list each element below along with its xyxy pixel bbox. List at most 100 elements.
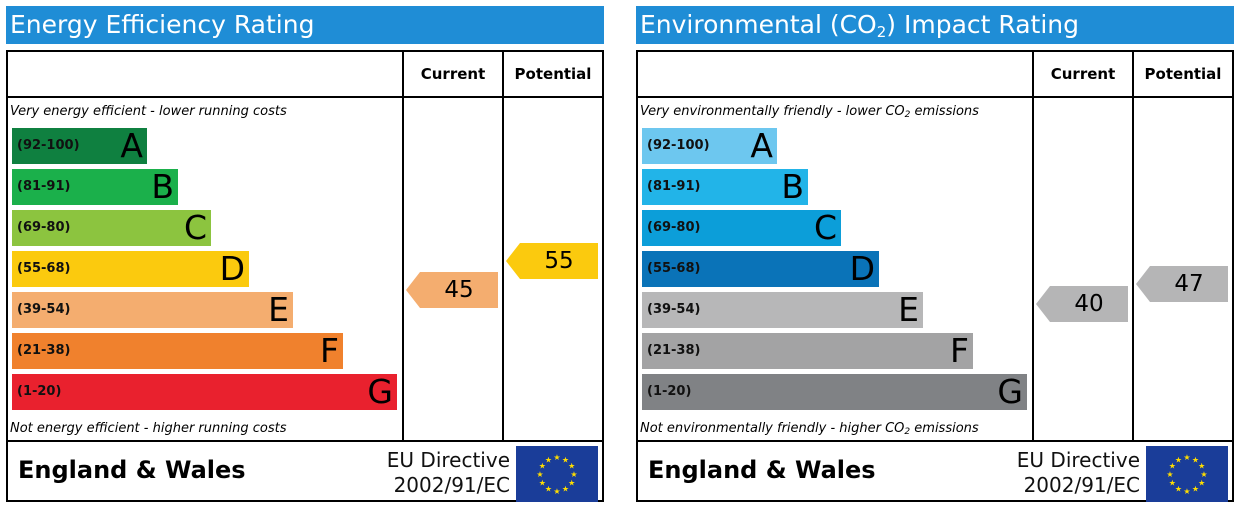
star-icon: ★ xyxy=(553,487,560,496)
eu-flag-icon: ★ ★ ★ ★ ★ ★ ★ ★ ★ ★ ★ ★ xyxy=(516,446,598,502)
star-icon: ★ xyxy=(1166,470,1173,479)
potential-header: Potential xyxy=(1144,65,1222,83)
band-f: (21-38) F xyxy=(642,333,973,369)
star-icon: ★ xyxy=(545,485,552,494)
current-rating-value: 45 xyxy=(444,276,474,303)
band-letter-label: B xyxy=(781,167,804,206)
band-g: (1-20) G xyxy=(642,374,1027,410)
potential-rating-value: 47 xyxy=(1174,271,1204,298)
directive-line-2: 2002/91/EC xyxy=(1023,473,1140,497)
environmental-title: Environmental (CO2) Impact Rating xyxy=(636,6,1234,44)
band-letter-label: C xyxy=(813,208,837,247)
band-range-label: (81-91) xyxy=(17,179,71,194)
band-range-label: (1-20) xyxy=(647,384,692,399)
directive-line-1: EU Directive xyxy=(386,448,510,472)
star-icon: ★ xyxy=(536,470,543,479)
band-letter-label: B xyxy=(151,167,174,206)
energy-panel: Energy Efficiency Rating Current Potenti… xyxy=(6,6,604,502)
band-range-label: (92-100) xyxy=(17,138,80,153)
eu-stars: ★ ★★★★★★★★★★★ xyxy=(1166,453,1207,496)
star-icon: ★ xyxy=(1183,487,1190,496)
caption-text: Not environmentally friendly - higher CO xyxy=(640,421,905,436)
band-letter-label: G xyxy=(997,372,1023,411)
star-icon: ★ xyxy=(1175,455,1182,464)
band-letter-label: D xyxy=(849,249,875,288)
star-icon: ★ xyxy=(539,462,546,471)
band-letter-label: E xyxy=(898,290,919,329)
star-icon: ★ xyxy=(568,462,575,471)
band-f: (21-38) F xyxy=(12,333,343,369)
band-range-label: (39-54) xyxy=(647,302,701,317)
potential-header: Potential xyxy=(514,65,592,83)
caption-text-end: emissions xyxy=(910,104,979,119)
band-range-label: (55-68) xyxy=(17,261,71,276)
band-letter-label: C xyxy=(183,208,207,247)
caption-subscript: 2 xyxy=(904,110,911,120)
star-icon: ★ xyxy=(553,453,560,462)
band-g: (1-20) G xyxy=(12,374,397,410)
band-range-label: (1-20) xyxy=(17,384,62,399)
caption-subscript: 2 xyxy=(904,427,911,437)
band-letter-label: E xyxy=(268,290,289,329)
region-label: England & Wales xyxy=(18,456,246,484)
eu-stars: ★ ★★★★★★★★★★★ xyxy=(536,453,577,496)
title-text: Environmental (CO xyxy=(640,10,877,39)
star-icon: ★ xyxy=(545,455,552,464)
column-divider xyxy=(1032,52,1034,442)
star-icon: ★ xyxy=(562,455,569,464)
directive-line-2: 2002/91/EC xyxy=(393,473,510,497)
energy-title: Energy Efficiency Rating xyxy=(6,6,604,44)
potential-rating-arrow: 55 xyxy=(506,243,598,280)
caption-text: Very environmentally friendly - lower CO xyxy=(640,104,905,119)
potential-rating-value: 55 xyxy=(544,248,574,275)
star-icon: ★ xyxy=(1200,470,1207,479)
column-divider xyxy=(1132,52,1134,442)
band-letter-label: G xyxy=(367,372,393,411)
caption-bottom: Not energy efficient - higher running co… xyxy=(10,421,287,436)
star-icon: ★ xyxy=(1192,455,1199,464)
star-icon: ★ xyxy=(1169,462,1176,471)
band-letter-label: D xyxy=(219,249,245,288)
star-icon: ★ xyxy=(562,485,569,494)
eu-directive: EU Directive 2002/91/EC xyxy=(980,448,1140,498)
current-header: Current xyxy=(420,65,486,83)
band-range-label: (81-91) xyxy=(647,179,701,194)
band-letter-label: A xyxy=(750,126,773,165)
band-range-label: (69-80) xyxy=(17,220,71,235)
band-letter-label: A xyxy=(120,126,143,165)
caption-top: Very energy efficient - lower running co… xyxy=(10,104,287,119)
footer-divider xyxy=(638,440,1232,442)
star-icon: ★ xyxy=(1192,485,1199,494)
potential-rating-arrow: 47 xyxy=(1136,266,1228,303)
column-divider xyxy=(402,52,404,442)
arrow-shape xyxy=(1136,266,1228,303)
star-icon: ★ xyxy=(570,470,577,479)
energy-chart-frame: Current Potential Very energy efficient … xyxy=(6,50,604,502)
caption-bottom: Not environmentally friendly - higher CO… xyxy=(640,421,979,437)
arrow-shape xyxy=(406,271,498,308)
environmental-panel: Environmental (CO2) Impact Rating Curren… xyxy=(636,6,1234,502)
band-b: (81-91) B xyxy=(12,169,178,205)
current-header: Current xyxy=(1050,65,1116,83)
star-icon: ★ xyxy=(1169,479,1176,488)
current-rating-arrow: 40 xyxy=(1036,286,1128,323)
region-label: England & Wales xyxy=(648,456,876,484)
eu-directive: EU Directive 2002/91/EC xyxy=(350,448,510,498)
title-text-end: ) Impact Rating xyxy=(886,10,1079,39)
environmental-chart-frame: Current Potential Very environmentally f… xyxy=(636,50,1234,502)
band-letter-label: F xyxy=(950,331,969,370)
footer-divider xyxy=(8,440,602,442)
band-b: (81-91) B xyxy=(642,169,808,205)
star-icon: ★ xyxy=(1198,462,1205,471)
star-icon: ★ xyxy=(1175,485,1182,494)
band-e: (39-54) E xyxy=(12,292,293,328)
band-range-label: (69-80) xyxy=(647,220,701,235)
arrow-shape xyxy=(1036,286,1128,323)
band-d: (55-68) D xyxy=(642,251,879,287)
band-range-label: (39-54) xyxy=(17,302,71,317)
eu-flag-icon: ★ ★ ★ ★ ★ ★ ★ ★ ★ ★ ★ ★ xyxy=(1146,446,1228,502)
band-e: (39-54) E xyxy=(642,292,923,328)
arrow-shape xyxy=(506,243,598,280)
title-subscript: 2 xyxy=(876,23,887,41)
column-divider xyxy=(502,52,504,442)
